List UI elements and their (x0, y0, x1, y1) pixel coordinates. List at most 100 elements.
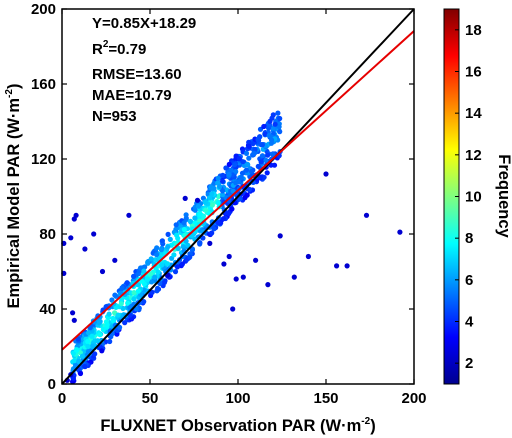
data-point (237, 195, 243, 202)
data-point (238, 174, 244, 180)
data-point (142, 264, 148, 270)
data-point (249, 168, 255, 175)
y-tick-label: 40 (39, 301, 56, 318)
y-tick-label: 120 (31, 151, 56, 168)
data-point (344, 263, 350, 269)
data-point (110, 315, 116, 321)
data-point (233, 169, 239, 175)
data-point (91, 231, 97, 237)
colorbar-tick-label: 18 (465, 22, 482, 39)
data-point (70, 310, 76, 316)
data-point (265, 282, 271, 288)
data-point (220, 178, 226, 184)
data-point (211, 226, 217, 232)
data-point (277, 129, 283, 135)
data-point (183, 215, 189, 221)
data-point (155, 269, 161, 275)
data-point (192, 215, 198, 221)
y-tick-label: 0 (48, 376, 56, 393)
data-point (267, 122, 273, 128)
data-point (112, 257, 118, 263)
data-point (223, 165, 229, 171)
data-point (148, 271, 154, 277)
data-point (104, 322, 110, 328)
data-point (85, 338, 91, 345)
data-point (244, 192, 250, 198)
data-point (112, 292, 118, 298)
data-point (215, 220, 221, 226)
data-point (243, 167, 250, 173)
data-point (244, 161, 251, 167)
data-point (203, 207, 209, 213)
data-point (89, 343, 95, 349)
data-point (68, 235, 74, 241)
data-point (172, 269, 179, 275)
data-point (117, 324, 123, 330)
data-point (119, 285, 125, 291)
data-point (174, 264, 180, 270)
data-point (175, 245, 181, 251)
data-point (305, 253, 311, 260)
data-point (209, 202, 215, 208)
data-point (106, 311, 112, 317)
data-point (264, 170, 270, 176)
data-point (82, 363, 88, 370)
x-tick-label: 0 (58, 390, 66, 407)
colorbar-tick-label: 2 (465, 355, 473, 372)
data-point (92, 351, 98, 357)
data-point (118, 300, 124, 307)
data-point (115, 312, 121, 318)
data-point (220, 188, 226, 194)
data-point (167, 236, 173, 242)
data-point (209, 230, 215, 236)
x-tick-label: 50 (142, 390, 159, 407)
data-point (259, 142, 265, 148)
data-point (131, 296, 137, 302)
data-point (215, 200, 221, 206)
data-point (89, 333, 95, 339)
data-point (138, 265, 144, 271)
data-point (221, 261, 227, 267)
data-point (126, 212, 132, 218)
data-point (164, 261, 171, 267)
fit-line (61, 30, 415, 351)
colorbar-tick-label: 4 (465, 314, 474, 331)
data-point (276, 124, 282, 130)
data-point (154, 245, 160, 251)
data-point (96, 320, 102, 326)
data-point (267, 118, 273, 124)
data-point (181, 226, 187, 233)
data-point (260, 153, 266, 159)
colorbar-tick-label: 6 (465, 272, 473, 289)
data-point (124, 280, 130, 286)
data-point (255, 163, 261, 169)
data-point (253, 257, 259, 263)
data-point (179, 261, 185, 267)
data-point (257, 174, 263, 180)
one-to-one-line (61, 8, 415, 385)
data-point (263, 157, 269, 163)
regression-lines (61, 8, 415, 385)
data-point (277, 233, 283, 239)
data-point (131, 290, 137, 296)
data-point (207, 240, 213, 246)
x-axis-label: FLUXNET Observation PAR (W·m-2) (100, 416, 375, 435)
data-point (194, 197, 201, 203)
data-point (77, 370, 84, 377)
data-point (363, 212, 370, 218)
data-point (202, 200, 209, 206)
colorbar-tick-label: 12 (465, 147, 482, 164)
data-point (125, 300, 131, 306)
data-point (270, 151, 276, 157)
data-point (233, 276, 239, 282)
data-point (236, 156, 242, 162)
data-point (229, 206, 235, 212)
data-point (239, 170, 246, 176)
data-point (79, 353, 85, 359)
y-tick-label: 160 (31, 76, 56, 93)
data-point (86, 330, 92, 336)
colorbar-tick-label: 10 (465, 189, 482, 206)
data-point (82, 246, 88, 252)
data-point (171, 252, 177, 258)
